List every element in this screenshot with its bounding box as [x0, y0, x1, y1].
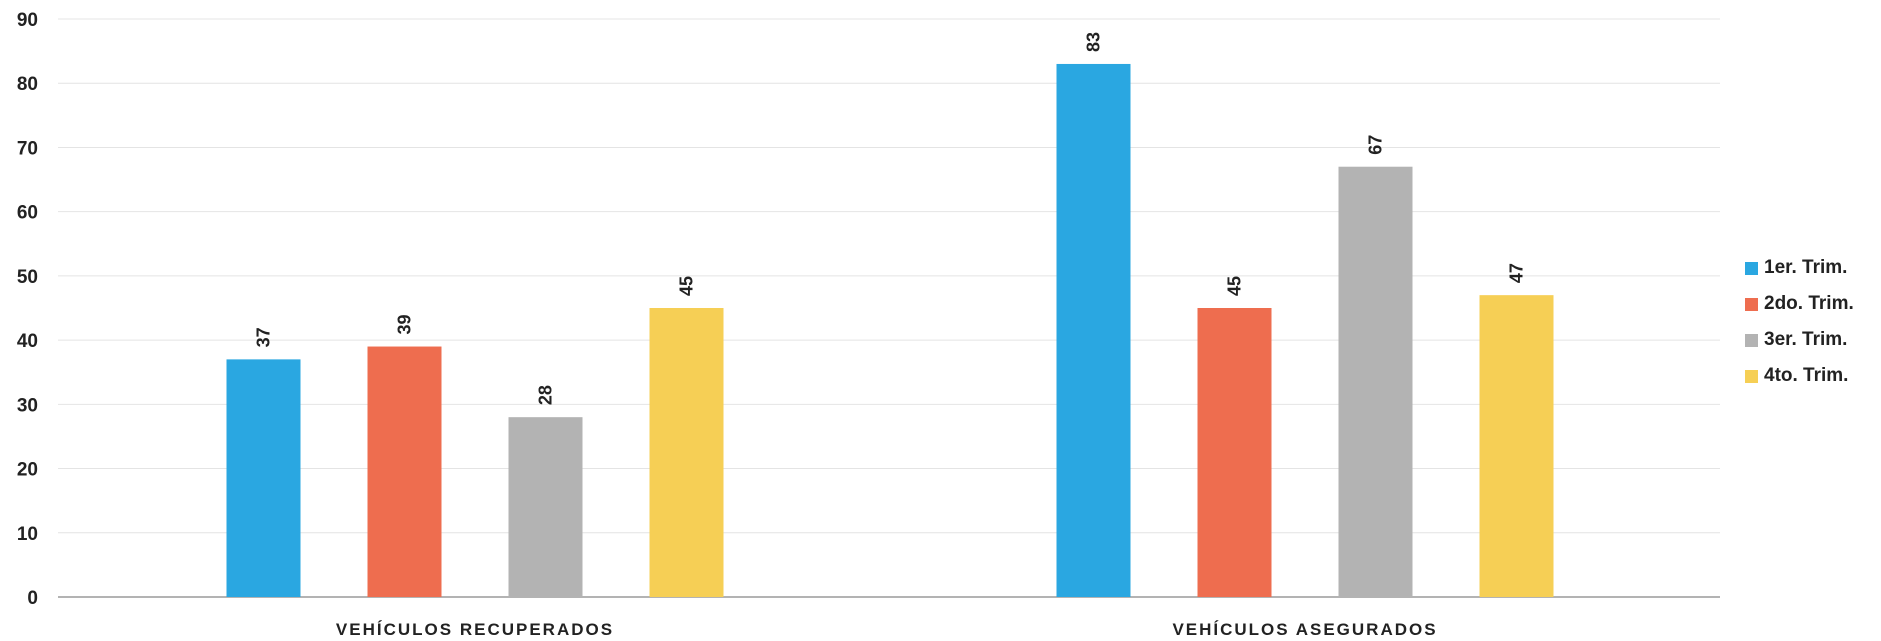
legend-item: 4to. Trim. — [1745, 358, 1854, 394]
bar — [1479, 295, 1554, 597]
legend-swatch — [1745, 261, 1758, 275]
bar — [1197, 308, 1272, 597]
y-axis-ticks: 0 10 20 30 40 50 60 70 80 90 — [17, 10, 38, 609]
data-label: 28 — [536, 385, 556, 405]
legend: 1er. Trim. 2do. Trim. 3er. Trim. 4to. Tr… — [1745, 250, 1854, 394]
legend-swatch — [1745, 297, 1758, 311]
y-tick-label: 20 — [17, 460, 38, 481]
data-labels: 37 39 28 45 83 45 67 47 — [254, 32, 1527, 405]
bar — [226, 359, 301, 597]
data-label: 39 — [395, 315, 415, 335]
data-label: 37 — [254, 327, 274, 347]
bars — [226, 63, 1554, 597]
data-label: 83 — [1084, 32, 1104, 52]
data-label: 45 — [677, 276, 697, 296]
legend-swatch — [1745, 333, 1758, 347]
data-label: 47 — [1507, 263, 1527, 283]
bar — [1338, 166, 1413, 597]
y-tick-label: 70 — [17, 138, 38, 159]
y-tick-label: 60 — [17, 203, 38, 224]
gridlines — [58, 18, 1720, 598]
legend-label: 1er. Trim. — [1764, 257, 1848, 278]
y-tick-label: 90 — [17, 10, 38, 31]
legend-swatch — [1745, 369, 1758, 383]
bar — [367, 346, 442, 597]
y-tick-label: 50 — [17, 267, 38, 288]
legend-label: 4to. Trim. — [1764, 365, 1849, 386]
legend-label: 3er. Trim. — [1764, 329, 1848, 350]
y-tick-label: 80 — [17, 74, 38, 95]
bar — [1056, 63, 1131, 597]
data-label: 45 — [1225, 276, 1245, 296]
bar — [508, 417, 583, 597]
y-tick-label: 30 — [17, 395, 38, 416]
legend-item: 3er. Trim. — [1745, 322, 1854, 358]
legend-label: 2do. Trim. — [1764, 293, 1854, 314]
legend-item: 1er. Trim. — [1745, 250, 1854, 286]
y-tick-label: 40 — [17, 331, 38, 352]
category-label: VEHÍCULOS RECUPERADOS — [336, 620, 614, 639]
category-labels: VEHÍCULOS RECUPERADOS VEHÍCULOS ASEGURADO… — [336, 620, 1437, 639]
category-label: VEHÍCULOS ASEGURADOS — [1172, 620, 1437, 639]
legend-item: 2do. Trim. — [1745, 286, 1854, 322]
data-label: 67 — [1366, 135, 1386, 155]
y-tick-label: 0 — [27, 588, 38, 609]
bar — [649, 308, 724, 597]
y-tick-label: 10 — [17, 524, 38, 545]
